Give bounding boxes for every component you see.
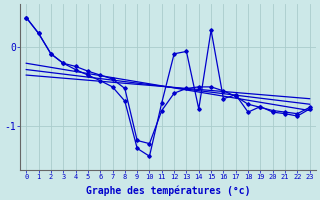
- X-axis label: Graphe des températures (°c): Graphe des températures (°c): [86, 185, 250, 196]
